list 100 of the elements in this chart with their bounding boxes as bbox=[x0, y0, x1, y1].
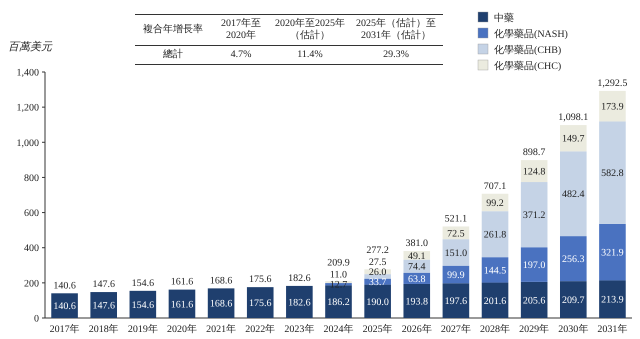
legend-label: 化學藥品(CHB) bbox=[494, 44, 562, 56]
data-label: 151.0 bbox=[444, 248, 468, 259]
total-label: 182.6 bbox=[288, 272, 311, 284]
x-tick-label: 2025年 bbox=[362, 323, 393, 335]
text: 2020年至2025年（估計） bbox=[271, 14, 349, 46]
y-tick-label: 1,200 bbox=[16, 102, 39, 114]
bar bbox=[482, 282, 508, 318]
data-label: 175.6 bbox=[248, 298, 272, 310]
y-tick-label: 0 bbox=[34, 314, 39, 324]
x-tick-label: 2023年 bbox=[284, 323, 314, 335]
x-tick-label: 2026年 bbox=[402, 323, 432, 335]
x-tick-label: 2028年 bbox=[480, 323, 510, 335]
data-label: 201.6 bbox=[484, 296, 506, 307]
bar bbox=[560, 281, 587, 318]
data-label: 147.6 bbox=[92, 300, 115, 312]
text: 2017年至2020年 bbox=[211, 14, 271, 46]
bar bbox=[482, 257, 508, 283]
data-label: 482.4 bbox=[562, 189, 585, 200]
total-label: 175.6 bbox=[248, 274, 272, 286]
total-label: 381.0 bbox=[406, 238, 428, 250]
data-label: 182.6 bbox=[288, 297, 311, 308]
bar bbox=[560, 236, 587, 282]
bar bbox=[520, 247, 548, 282]
bar bbox=[90, 292, 118, 318]
bar bbox=[482, 211, 508, 258]
bar bbox=[599, 280, 626, 318]
bar bbox=[442, 239, 470, 266]
total-label: 707.1 bbox=[484, 180, 506, 192]
bar bbox=[168, 290, 196, 318]
data-label: 33.7 bbox=[368, 277, 386, 288]
bar bbox=[442, 283, 470, 318]
bar bbox=[560, 151, 587, 236]
total-label: 209.9 bbox=[327, 258, 350, 269]
x-tick-label: 2017年 bbox=[50, 323, 80, 335]
legend-label: 化學藥品(CHC) bbox=[494, 60, 562, 72]
x-tick-label: 2024年 bbox=[324, 323, 354, 335]
y-tick-label: 1,400 bbox=[16, 68, 39, 78]
bar bbox=[599, 90, 626, 122]
data-label: 99.2 bbox=[486, 198, 504, 209]
data-label: 193.8 bbox=[406, 296, 428, 308]
data-label: 12.7 bbox=[330, 280, 348, 291]
x-tick-label: 2018年 bbox=[88, 323, 119, 335]
y-tick-label: 1,000 bbox=[16, 138, 39, 149]
data-label: 140.6 bbox=[53, 301, 76, 312]
x-tick-label: 2021年 bbox=[206, 323, 236, 335]
data-label: 261.8 bbox=[484, 230, 506, 241]
data-label: 173.9 bbox=[601, 102, 624, 113]
bar bbox=[599, 224, 626, 280]
bar bbox=[286, 286, 313, 318]
data-label: 256.3 bbox=[562, 254, 585, 266]
data-label: 149.7 bbox=[562, 134, 585, 145]
data-label: 321.9 bbox=[601, 248, 624, 259]
legend-label: 中藥 bbox=[494, 12, 514, 24]
y-tick-label: 600 bbox=[24, 208, 39, 220]
y-axis-title: 百萬美元 bbox=[8, 40, 53, 53]
text: 29.3% bbox=[349, 46, 443, 64]
data-label: 205.6 bbox=[522, 295, 546, 306]
text: 4.7% bbox=[211, 46, 271, 64]
total-label: 161.6 bbox=[170, 276, 194, 288]
x-tick-label: 2030年 bbox=[558, 323, 588, 335]
data-label: 209.7 bbox=[562, 295, 585, 306]
data-label: 168.6 bbox=[210, 298, 232, 310]
text: 11.4% bbox=[271, 46, 349, 64]
data-label: 99.9 bbox=[447, 270, 465, 281]
data-label: 371.2 bbox=[522, 210, 546, 222]
text: 2025年（估計）至2031年（估計） bbox=[349, 14, 443, 46]
x-tick-label: 2029年 bbox=[519, 323, 550, 335]
data-label: 49.1 bbox=[408, 250, 426, 262]
y-tick-label: 400 bbox=[24, 243, 39, 254]
x-tick-label: 2031年 bbox=[597, 323, 628, 335]
data-label: 72.5 bbox=[447, 228, 465, 240]
data-label: 161.6 bbox=[170, 299, 194, 310]
data-label: 154.6 bbox=[132, 300, 154, 311]
total-label: 154.6 bbox=[132, 278, 154, 289]
total-label: 1,292.5 bbox=[597, 78, 628, 89]
data-label: 186.2 bbox=[327, 297, 350, 308]
text: 複合年增長率 bbox=[135, 14, 211, 46]
bar bbox=[246, 287, 274, 318]
total-label: 140.6 bbox=[53, 280, 76, 292]
bar bbox=[520, 282, 548, 318]
data-label: 582.8 bbox=[601, 168, 624, 180]
y-tick-label: 200 bbox=[24, 278, 39, 290]
bar bbox=[208, 288, 234, 318]
legend-label: 化學藥品(NASH) bbox=[494, 28, 568, 40]
total-label: 147.6 bbox=[92, 279, 115, 290]
total-label: 898.7 bbox=[522, 147, 546, 158]
data-label: 74.4 bbox=[408, 262, 426, 273]
data-label: 213.9 bbox=[601, 294, 624, 306]
bar bbox=[560, 125, 587, 152]
text: 總計 bbox=[135, 46, 211, 64]
data-label: 197.6 bbox=[444, 296, 468, 308]
total-label: 521.1 bbox=[444, 213, 468, 224]
data-label: 124.8 bbox=[522, 166, 546, 178]
bar bbox=[364, 284, 391, 318]
data-label: 63.8 bbox=[408, 274, 426, 285]
x-tick-label: 2027年 bbox=[440, 323, 471, 335]
bar bbox=[403, 284, 430, 318]
y-tick-label: 800 bbox=[24, 172, 39, 184]
data-label: 144.5 bbox=[484, 265, 506, 276]
total-label: 168.6 bbox=[210, 275, 232, 286]
